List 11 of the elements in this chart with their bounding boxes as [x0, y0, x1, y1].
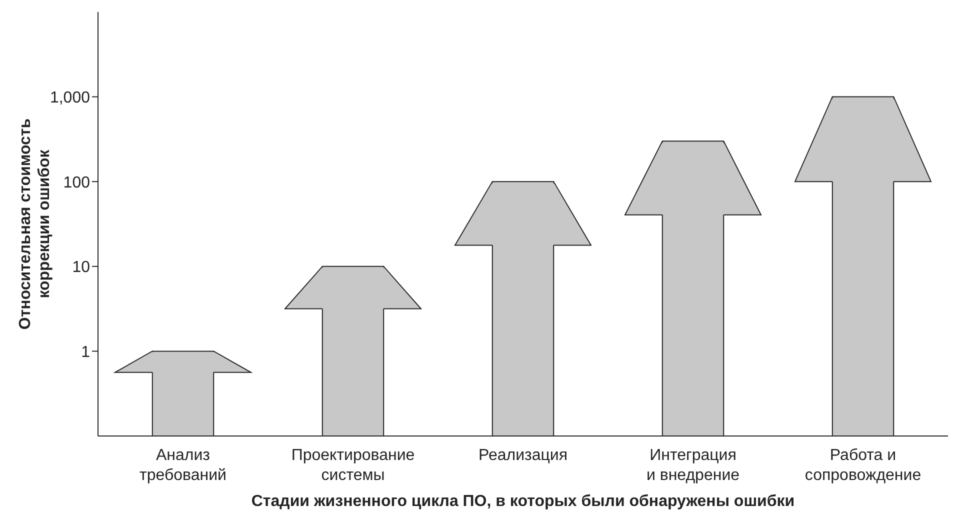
- y-tick-label: 1,000: [50, 89, 90, 106]
- x-tick-label: Реализация: [478, 447, 568, 464]
- y-axis-title: Относительная стоимость коррекции ошибок: [17, 118, 53, 330]
- y-tick-label: 10: [72, 259, 90, 276]
- y-tick-label: 1: [81, 344, 90, 361]
- x-tick-label: Анализ требований: [140, 447, 226, 484]
- x-tick-label: Работа и сопровождение: [804, 447, 922, 484]
- x-axis-title: Стадии жизненного цикла ПО, в которых были обнаружены ошибки: [251, 493, 795, 510]
- x-tick-label: Интеграция и внедрение: [646, 447, 740, 484]
- y-tick-label: 100: [63, 174, 90, 192]
- x-tick-label: Проектирование системы: [291, 447, 415, 484]
